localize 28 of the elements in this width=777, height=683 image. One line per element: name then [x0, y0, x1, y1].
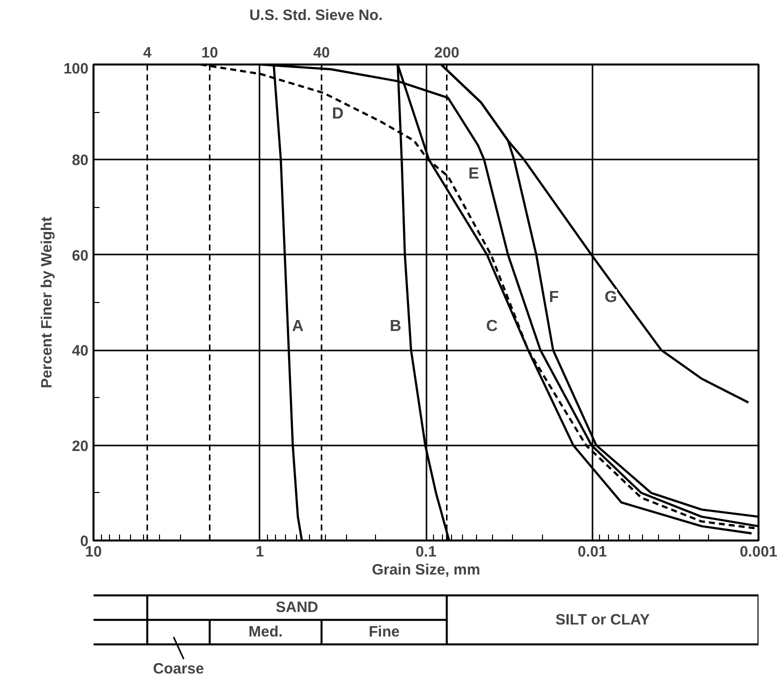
x-tick-label: 0.1 — [416, 544, 436, 560]
series-label: D — [332, 106, 344, 123]
y-tick-label: 60 — [72, 247, 89, 264]
annotation: 10 — [201, 44, 218, 62]
x-tick-label: 1 — [256, 544, 264, 560]
series-label: F — [548, 289, 559, 306]
y-axis-title: Percent Finer by Weight — [38, 216, 56, 388]
annotation: 200 — [434, 44, 460, 62]
series-label: C — [486, 318, 498, 335]
series-label: G — [604, 289, 618, 306]
text: SILT or CLAY — [556, 611, 650, 628]
x-tick-label: 0.01 — [578, 544, 607, 560]
text: Coarse — [153, 660, 204, 678]
text: Med. — [248, 624, 283, 641]
x-tick-label: 0.001 — [740, 544, 777, 560]
y-tick-label: 20 — [72, 438, 89, 455]
annotation: 4 — [143, 44, 152, 62]
y-tick-label: 40 — [72, 342, 89, 360]
x-axis-title: Grain Size, mm — [372, 562, 480, 578]
series-label: A — [292, 318, 304, 335]
series-label: E — [468, 165, 480, 182]
annotation: 40 — [313, 44, 330, 62]
text: U.S. Std. Sieve No. — [249, 7, 383, 24]
text: Fine — [368, 624, 400, 641]
y-tick-label: 80 — [72, 152, 89, 170]
text: SAND — [276, 599, 318, 616]
y-tick-label: 100 — [63, 60, 89, 78]
series-label: B — [390, 318, 402, 335]
